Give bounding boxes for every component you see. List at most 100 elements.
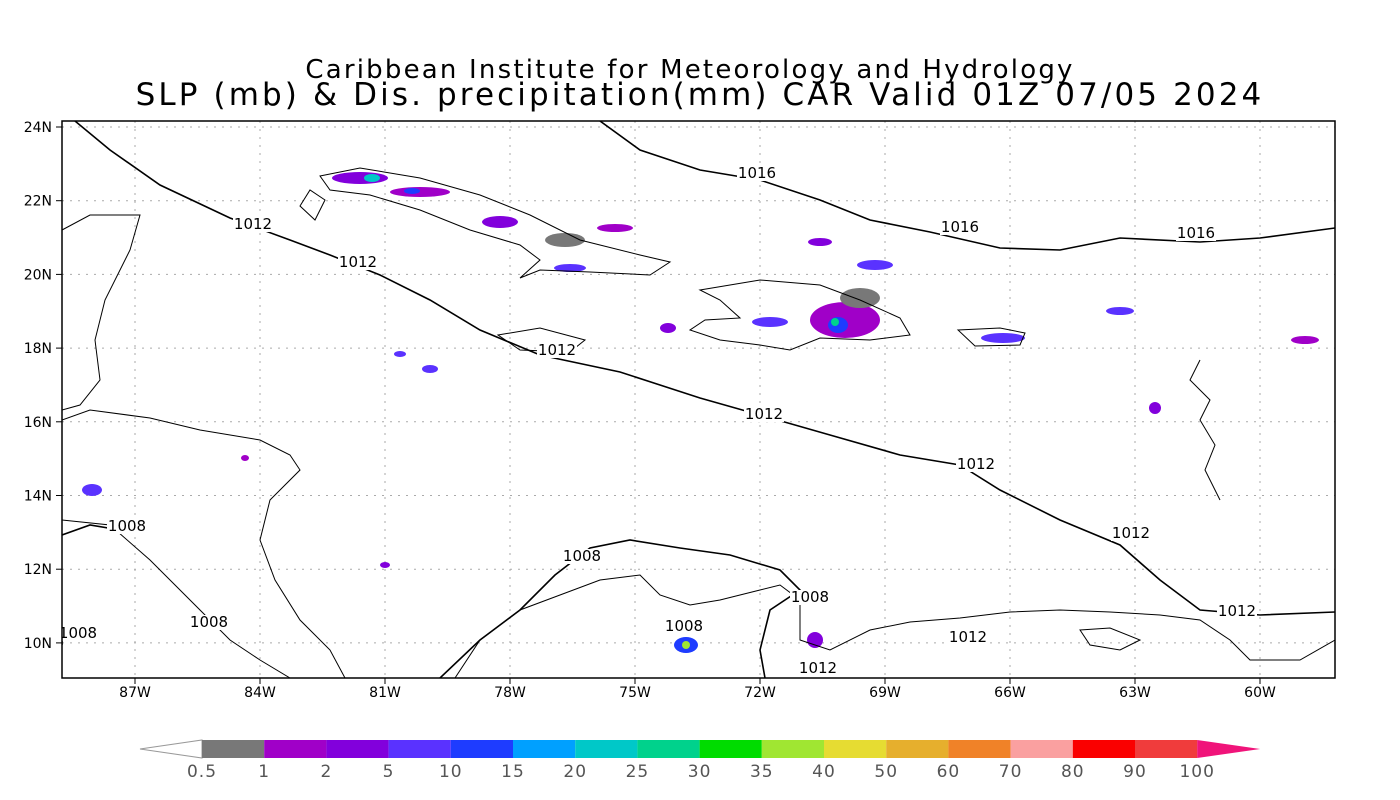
contour-label: 1008 — [190, 613, 228, 631]
colorbar-label: 10 — [439, 762, 463, 782]
label-bg — [664, 619, 704, 634]
colorbar-label: 25 — [626, 762, 650, 782]
colorbar-label: 2 — [320, 762, 332, 782]
contour-label: 1008 — [563, 547, 601, 565]
map-content: 1016 1016 1016 1012 1012 1012 1012 1012 1012 1012… — [59, 121, 1335, 678]
contour-label: 1012 — [957, 455, 995, 473]
colorbar-label: 15 — [501, 762, 525, 782]
contour-label: 1008 — [791, 588, 829, 606]
colorbar-segment — [824, 740, 887, 758]
lat-label: 12N — [24, 562, 52, 578]
contour-label: 1016 — [941, 218, 979, 236]
contour-label: 1012 — [339, 253, 377, 271]
colorbar-label: 90 — [1123, 762, 1147, 782]
label-bg — [1176, 226, 1216, 241]
label-bg — [62, 626, 98, 641]
isobars — [62, 121, 1335, 678]
label-bg — [233, 217, 273, 232]
colorbar-segment — [886, 740, 949, 758]
colorbar-segment — [326, 740, 389, 758]
contour-label: 1012 — [745, 405, 783, 423]
colorbar-label: 60 — [937, 762, 961, 782]
contour-label: 1016 — [738, 164, 776, 182]
contour-label: 1016 — [1177, 224, 1215, 242]
contour-label: 1008 — [108, 517, 146, 535]
lon-label: 81W — [369, 685, 401, 701]
lon-label: 87W — [119, 685, 151, 701]
lon-label: 75W — [619, 685, 651, 701]
contour-label: 1008 — [665, 617, 703, 635]
colorbar-segment — [264, 740, 327, 758]
label-bg — [744, 407, 784, 422]
label-bg — [562, 549, 602, 564]
label-bg — [737, 166, 777, 181]
colorbar-segment — [761, 740, 824, 758]
contour-label: 1012 — [949, 628, 987, 646]
colorbar-segment — [637, 740, 700, 758]
label-bg — [940, 220, 980, 235]
lon-label: 84W — [244, 685, 276, 701]
contour-labels: 1016 1016 1016 1012 1012 1012 1012 1012 1012 1012… — [59, 164, 1257, 677]
colorbar-start — [139, 739, 203, 759]
lat-label: 22N — [24, 194, 52, 210]
label-bg — [189, 615, 229, 630]
colorbar-label: 100 — [1179, 762, 1214, 782]
lon-label: 63W — [1119, 685, 1151, 701]
map-frame — [61, 120, 1336, 679]
colorbar-label: 70 — [999, 762, 1023, 782]
colorbar-segment — [450, 740, 513, 758]
label-bg — [948, 630, 988, 645]
label-bg — [338, 255, 378, 270]
colorbar-segment — [388, 740, 451, 758]
contour-label: 1008 — [59, 624, 97, 642]
colorbar-label: 5 — [383, 762, 395, 782]
label-bg — [537, 343, 577, 358]
colorbar-segment — [1072, 740, 1135, 758]
label-bg — [107, 519, 147, 534]
colorbar-label: 50 — [874, 762, 898, 782]
contour-label: 1012 — [799, 659, 837, 677]
contour-label: 1012 — [1112, 524, 1150, 542]
lat-label: 14N — [24, 489, 52, 505]
lon-label: 69W — [869, 685, 901, 701]
lon-label: 60W — [1244, 685, 1276, 701]
label-bg — [790, 590, 830, 605]
lat-label: 24N — [24, 120, 52, 136]
graticule — [62, 121, 1335, 678]
colorbar-segment — [513, 740, 576, 758]
lon-label: 78W — [494, 685, 526, 701]
lat-label: 16N — [24, 415, 52, 431]
colorbar-segment — [1135, 740, 1198, 758]
contour-label: 1012 — [1218, 602, 1256, 620]
colorbar-label: 0.5 — [187, 762, 217, 782]
precip — [82, 172, 1319, 653]
label-bg — [956, 457, 996, 472]
colorbar-label: 80 — [1061, 762, 1085, 782]
label-bg — [798, 661, 838, 676]
lat-label: 18N — [24, 341, 52, 357]
colorbar-label: 20 — [563, 762, 587, 782]
contour-label: 1012 — [538, 341, 576, 359]
title: Caribbean Institute for Meteorology and … — [305, 55, 1074, 85]
colorbar: 0.5 1 2 5 10 15 20 25 30 35 40 50 60 70 80 90 100 — [139, 739, 1261, 782]
lon-label: 72W — [744, 685, 776, 701]
colorbar-segment — [699, 740, 762, 758]
axis-labels: 87W 84W 81W 78W 75W 72W 69W 66W 63W 60W 24N 22N 20N 1… — [24, 120, 1276, 701]
label-bg — [1217, 604, 1257, 619]
label-bg — [1111, 526, 1151, 541]
colorbar-segment — [948, 740, 1011, 758]
colorbar-segment — [575, 740, 638, 758]
colorbar-label: 40 — [812, 762, 836, 782]
colorbar-end — [1197, 740, 1261, 758]
lon-label: 66W — [994, 685, 1026, 701]
colorbar-label: 1 — [258, 762, 270, 782]
colorbar-segment — [202, 740, 265, 758]
lat-label: 10N — [24, 636, 52, 652]
colorbar-label: 35 — [750, 762, 774, 782]
colorbar-segment — [1010, 740, 1073, 758]
colorbar-label: 30 — [688, 762, 712, 782]
coastlines — [62, 167, 1335, 678]
subtitle: SLP (mb) & Dis. precipitation(mm) CAR Va… — [136, 77, 1265, 113]
contour-label: 1012 — [234, 215, 272, 233]
